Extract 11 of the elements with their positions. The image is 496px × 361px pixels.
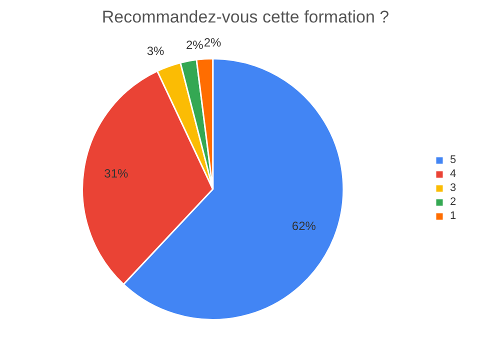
legend-label: 5 xyxy=(450,154,458,166)
data-label: 2% xyxy=(186,38,204,52)
data-label: 3% xyxy=(146,44,165,58)
legend-label: 2 xyxy=(450,196,458,208)
legend-label: 4 xyxy=(450,168,458,180)
data-label: 62% xyxy=(292,219,316,234)
legend-label: 1 xyxy=(450,210,458,222)
data-label: 2% xyxy=(204,35,222,50)
data-label: 31% xyxy=(104,166,128,180)
legend-label: 3 xyxy=(450,182,458,194)
chart-title: Recommandez-vous cette formation ? xyxy=(102,8,390,26)
